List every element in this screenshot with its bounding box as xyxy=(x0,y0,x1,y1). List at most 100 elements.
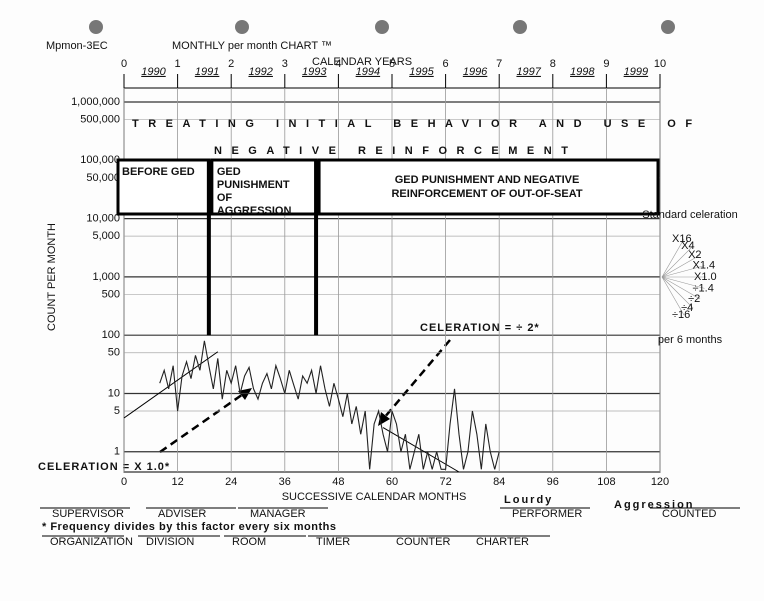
calendar-year: 1995 xyxy=(409,66,434,78)
field-label: SUPERVISOR xyxy=(52,508,124,520)
x-tick-label: 96 xyxy=(547,476,559,488)
fan-line xyxy=(661,245,694,278)
fan-line xyxy=(661,276,685,316)
calendar-year: 1993 xyxy=(302,66,327,78)
x2-tick-label: 0 xyxy=(121,58,127,70)
phase-box xyxy=(116,158,211,216)
x-tick-label: 108 xyxy=(597,476,615,488)
fan-line xyxy=(661,254,701,278)
y-tick-label: 500 xyxy=(102,288,120,300)
chart-name: MONTHLY per month CHART ™ xyxy=(172,40,332,52)
x-tick-label: 0 xyxy=(121,476,127,488)
x2-tick-label: 10 xyxy=(654,58,666,70)
calendar-year: 1997 xyxy=(516,66,541,78)
phase-box xyxy=(317,158,660,216)
arrow xyxy=(159,390,247,454)
y-tick-label: 100,000 xyxy=(80,154,120,166)
field-label: COUNTER xyxy=(396,536,450,548)
x-tick-label: 120 xyxy=(651,476,669,488)
x2-tick-label: 3 xyxy=(282,58,288,70)
data-line xyxy=(159,340,500,470)
x-tick-label: 24 xyxy=(225,476,237,488)
y-tick-label: 1,000,000 xyxy=(71,96,120,108)
x-tick-label: 60 xyxy=(386,476,398,488)
x-tick-label: 48 xyxy=(332,476,344,488)
fan-label: X1.0 xyxy=(694,271,717,283)
x2-tick-label: 2 xyxy=(228,58,234,70)
calendar-year: 1996 xyxy=(463,66,488,78)
punch-hole xyxy=(375,20,389,34)
field-label: TIMER xyxy=(316,536,350,548)
trend-line xyxy=(123,351,219,419)
y-tick-label: 50,000 xyxy=(86,172,120,184)
chart-title: NEGATIVE REINFORCEMENT xyxy=(214,145,577,157)
calendar-year: 1999 xyxy=(624,66,648,78)
x2-tick-label: 5 xyxy=(389,58,395,70)
annotation: CELERATION = X 1.0* xyxy=(38,461,170,473)
x2-tick-label: 1 xyxy=(175,58,181,70)
x2-tick-label: 9 xyxy=(603,58,609,70)
fan-line xyxy=(661,276,701,300)
x2-tick-label: 8 xyxy=(550,58,556,70)
x2-tick-label: 4 xyxy=(335,58,341,70)
field-label: ADVISER xyxy=(158,508,206,520)
field-label: CHARTER xyxy=(476,536,529,548)
x-tick-label: 36 xyxy=(279,476,291,488)
fan-label: ÷4 xyxy=(681,302,693,314)
y-tick-label: 1 xyxy=(114,446,120,458)
y-tick-label: 50 xyxy=(108,347,120,359)
y-axis-label: COUNT PER MONTH xyxy=(46,223,58,331)
x-axis-label: SUCCESSIVE CALENDAR MONTHS xyxy=(282,491,467,503)
punch-hole xyxy=(235,20,249,34)
fan-label: ÷1.4 xyxy=(693,282,714,294)
field-label: ROOM xyxy=(232,536,266,548)
calendar-year: 1998 xyxy=(570,66,595,78)
y-tick-label: 10,000 xyxy=(86,213,120,225)
fan-line xyxy=(661,276,705,289)
x2-tick-label: 7 xyxy=(496,58,502,70)
performer: Lourdy xyxy=(504,494,553,506)
field-label: COUNTED xyxy=(662,508,716,520)
fan-line xyxy=(661,276,694,309)
punch-hole xyxy=(661,20,675,34)
calendar-year: 1991 xyxy=(195,66,219,78)
fan-label: ÷2 xyxy=(688,293,700,305)
fan-label: X2 xyxy=(688,249,701,261)
phase-label: GED PUNISHMENT AND NEGATIVE REINFORCEMENT… xyxy=(391,174,582,200)
y-tick-label: 1,000 xyxy=(92,271,120,283)
calendar-year: 1994 xyxy=(356,66,380,78)
x-tick-label: 72 xyxy=(439,476,451,488)
y-tick-label: 10 xyxy=(108,387,120,399)
y-tick-label: 100 xyxy=(102,329,120,341)
footnote: * Frequency divides by this factor every… xyxy=(42,521,336,533)
calendar-year: 1992 xyxy=(248,66,272,78)
y-tick-label: 5,000 xyxy=(92,230,120,242)
phase-label: BEFORE GED xyxy=(122,166,195,178)
fan-label: ÷16 xyxy=(672,309,690,321)
punch-hole xyxy=(513,20,527,34)
field-label: MANAGER xyxy=(250,508,306,520)
punch-hole xyxy=(89,20,103,34)
fan-title: Standard celeration xyxy=(642,209,737,221)
counted: Aggression xyxy=(614,499,695,511)
fan-line xyxy=(661,238,685,278)
x-tick-label: 84 xyxy=(493,476,505,488)
fan-label: X4 xyxy=(681,240,694,252)
fan-footer: per 6 months xyxy=(658,334,723,346)
chart-id: Mpmon-3EC xyxy=(46,40,108,52)
field-label: DIVISION xyxy=(146,536,194,548)
fan-line xyxy=(661,265,705,278)
y-tick-label: 5 xyxy=(114,405,120,417)
x2-tick-label: 6 xyxy=(443,58,449,70)
field-label: PERFORMER xyxy=(512,508,582,520)
field-label: ORGANIZATION xyxy=(50,536,133,548)
x-tick-label: 12 xyxy=(171,476,183,488)
annotation: CELERATION = ÷ 2* xyxy=(420,322,540,334)
y-tick-label: 500,000 xyxy=(80,113,120,125)
phase-label: GED PUNISHMENT OF AGGRESSION xyxy=(217,166,292,217)
top-axis-label: CALENDAR YEARS xyxy=(312,56,412,68)
fan-label: X1.4 xyxy=(693,260,716,272)
